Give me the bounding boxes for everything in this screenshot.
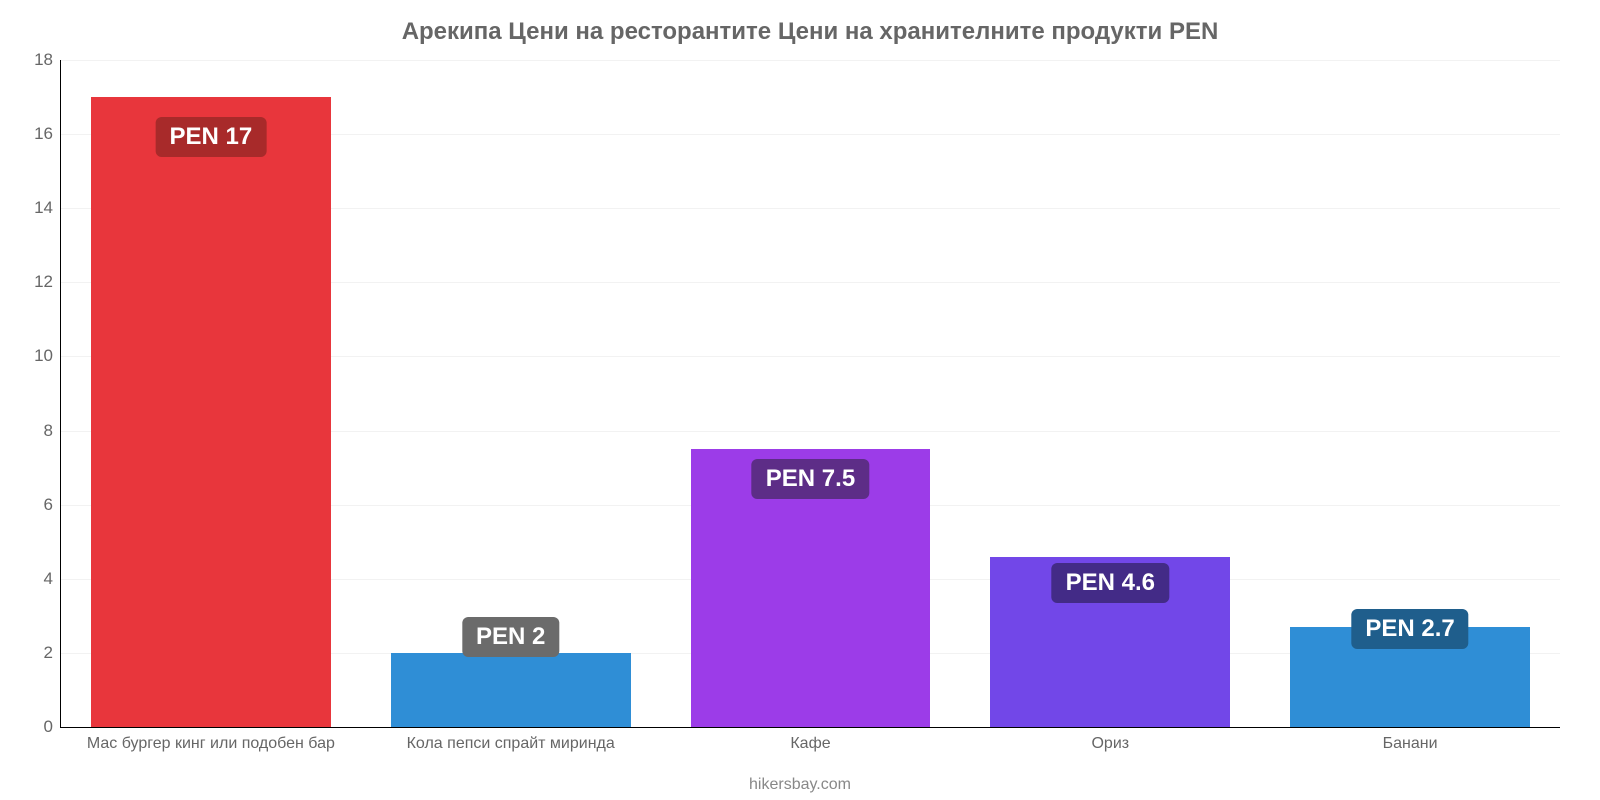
- value-badge: PEN 4.6: [1052, 563, 1169, 603]
- y-tick-label: 16: [34, 124, 61, 144]
- bar-slot: PEN 17Мас бургер кинг или подобен бар: [61, 60, 361, 727]
- y-tick-label: 12: [34, 272, 61, 292]
- y-tick-label: 8: [44, 421, 61, 441]
- value-badge: PEN 17: [156, 117, 267, 157]
- chart-title: Арекипа Цени на ресторантите Цени на хра…: [60, 18, 1560, 46]
- chart-container: Арекипа Цени на ресторантите Цени на хра…: [0, 0, 1600, 800]
- x-tick-label: Банани: [1383, 735, 1438, 753]
- credit-text: hikersbay.com: [749, 776, 851, 794]
- x-tick-label: Кола пепси спрайт миринда: [407, 735, 615, 753]
- y-tick-label: 0: [44, 717, 61, 737]
- y-tick-label: 18: [34, 50, 61, 70]
- bar-slot: PEN 2.7Банани: [1260, 60, 1560, 727]
- y-tick-label: 6: [44, 495, 61, 515]
- bar-slot: PEN 2Кола пепси спрайт миринда: [361, 60, 661, 727]
- value-badge: PEN 2.7: [1351, 609, 1468, 649]
- bar: PEN 17: [91, 97, 331, 727]
- plot-area: PEN 17Мас бургер кинг или подобен барPEN…: [60, 60, 1560, 728]
- x-tick-label: Кафе: [790, 735, 830, 753]
- value-badge: PEN 7.5: [752, 459, 869, 499]
- bar-slot: PEN 7.5Кафе: [661, 60, 961, 727]
- y-tick-label: 4: [44, 569, 61, 589]
- bars-layer: PEN 17Мас бургер кинг или подобен барPEN…: [61, 60, 1560, 727]
- y-tick-label: 2: [44, 643, 61, 663]
- y-tick-label: 14: [34, 198, 61, 218]
- x-tick-label: Ориз: [1091, 735, 1129, 753]
- bar: PEN 2: [391, 653, 631, 727]
- bar: PEN 7.5: [691, 449, 931, 727]
- bar: PEN 2.7: [1290, 627, 1530, 727]
- bar-slot: PEN 4.6Ориз: [960, 60, 1260, 727]
- bar: PEN 4.6: [990, 557, 1230, 727]
- x-tick-label: Мас бургер кинг или подобен бар: [87, 735, 335, 753]
- value-badge: PEN 2: [462, 617, 559, 657]
- y-tick-label: 10: [34, 346, 61, 366]
